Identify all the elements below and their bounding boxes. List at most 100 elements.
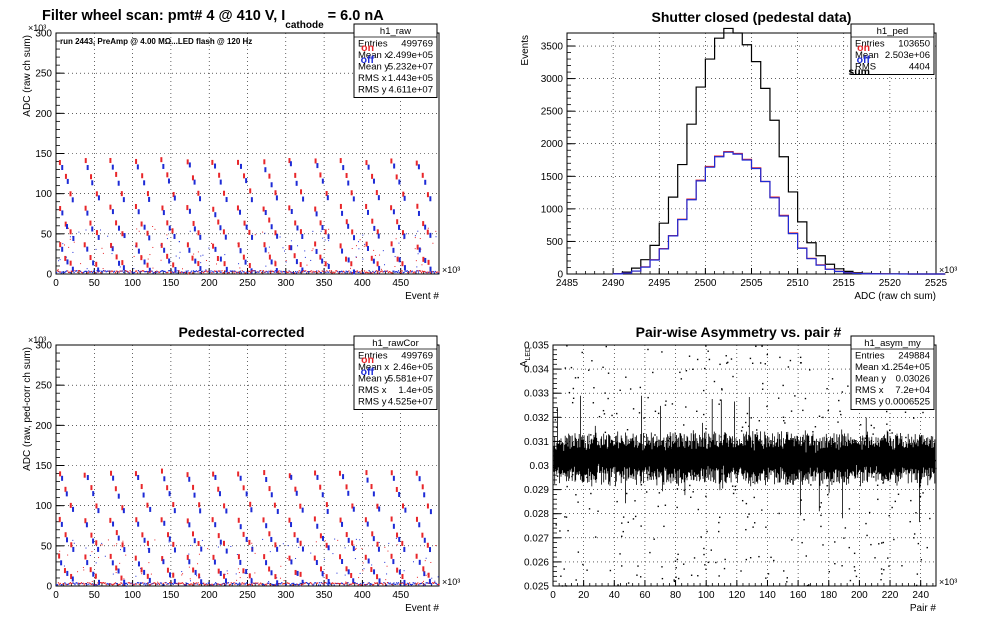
outlier-point	[592, 402, 595, 404]
data-point	[117, 180, 120, 186]
data-point	[301, 507, 304, 513]
noise-point	[202, 254, 204, 256]
data-point	[350, 261, 353, 267]
noise-point	[89, 554, 91, 556]
baseline-point	[247, 584, 249, 586]
data-point	[243, 173, 246, 179]
baseline-point	[431, 583, 433, 586]
baseline-point	[201, 582, 203, 584]
data-point	[245, 178, 248, 184]
baseline-point	[112, 584, 114, 586]
baseline-point	[385, 584, 388, 586]
noise-point	[239, 267, 241, 269]
data-point	[375, 190, 378, 196]
data-point	[338, 470, 341, 476]
baseline-point	[117, 271, 119, 273]
baseline-point	[300, 270, 302, 272]
data-point	[239, 475, 242, 481]
data-point	[376, 229, 379, 235]
baseline-point	[192, 272, 194, 274]
outlier-point	[581, 351, 583, 354]
baseline-point	[401, 582, 403, 584]
noise-point	[394, 266, 396, 268]
data-point	[372, 178, 375, 184]
data-point	[327, 234, 330, 240]
outlier-point	[834, 541, 836, 543]
noise-point	[380, 268, 382, 270]
data-point	[249, 501, 252, 507]
data-point	[86, 475, 89, 481]
outlier-point	[808, 369, 811, 371]
baseline-point	[138, 271, 140, 273]
baseline-point	[195, 270, 197, 272]
baseline-point	[395, 583, 397, 585]
stats-label: RMS y	[358, 85, 387, 96]
noise-point	[120, 549, 122, 551]
baseline-point	[248, 270, 250, 272]
outlier-point	[741, 426, 744, 428]
baseline-point	[146, 270, 148, 273]
data-point	[173, 195, 176, 201]
baseline-point	[389, 582, 391, 584]
panel-title: Shutter closed (pedestal data)	[652, 9, 852, 25]
data-point	[110, 242, 113, 248]
baseline-point	[306, 272, 308, 274]
baseline-point	[150, 270, 152, 272]
baseline-point	[272, 271, 275, 273]
legend-entry: on	[857, 42, 870, 54]
baseline-point	[429, 582, 431, 584]
x-tick-label: 240	[912, 590, 929, 601]
data-point	[347, 180, 350, 186]
noise-point	[282, 543, 284, 545]
baseline-point	[207, 582, 209, 584]
data-point	[109, 517, 112, 523]
outlier-point	[913, 537, 915, 539]
baseline-point	[231, 270, 233, 272]
baseline-point	[112, 583, 115, 585]
data-point	[396, 567, 399, 573]
baseline-point	[66, 583, 68, 586]
baseline-point	[273, 584, 276, 586]
data-point	[122, 508, 125, 514]
data-point	[134, 471, 137, 477]
baseline-point	[332, 582, 334, 584]
noise-point	[59, 259, 61, 261]
data-point	[390, 516, 393, 522]
noise-point	[334, 538, 336, 540]
outlier-point	[621, 565, 623, 567]
baseline-point	[126, 270, 128, 273]
outlier-point	[847, 385, 849, 387]
noise-point	[254, 572, 256, 574]
baseline-point	[413, 271, 415, 273]
data-point	[66, 570, 69, 576]
data-point	[296, 570, 299, 576]
outlier-point	[704, 367, 706, 370]
noise-point	[336, 572, 338, 574]
baseline-point	[175, 582, 177, 585]
baseline-point	[189, 272, 191, 274]
baseline-point	[261, 583, 264, 586]
noise-point	[355, 256, 357, 258]
baseline-point	[403, 271, 405, 274]
data-point	[225, 197, 228, 203]
baseline-point	[216, 271, 219, 273]
baseline-point	[387, 271, 390, 274]
data-point	[401, 261, 404, 267]
data-point	[166, 485, 169, 491]
noise-point	[57, 269, 59, 271]
baseline-point	[194, 271, 196, 273]
data-point	[403, 546, 406, 552]
baseline-point	[160, 582, 162, 584]
baseline-point	[221, 583, 223, 585]
data-point	[324, 261, 327, 267]
outlier-point	[632, 518, 635, 520]
outlier-point	[725, 355, 727, 357]
stats-value: 2.503e+06	[885, 50, 930, 61]
data-point	[378, 265, 381, 271]
outlier-point	[640, 525, 642, 527]
baseline-point	[257, 582, 259, 584]
noise-point	[237, 568, 239, 570]
baseline-point	[65, 270, 67, 273]
baseline-point	[168, 583, 170, 585]
baseline-point	[270, 272, 272, 274]
